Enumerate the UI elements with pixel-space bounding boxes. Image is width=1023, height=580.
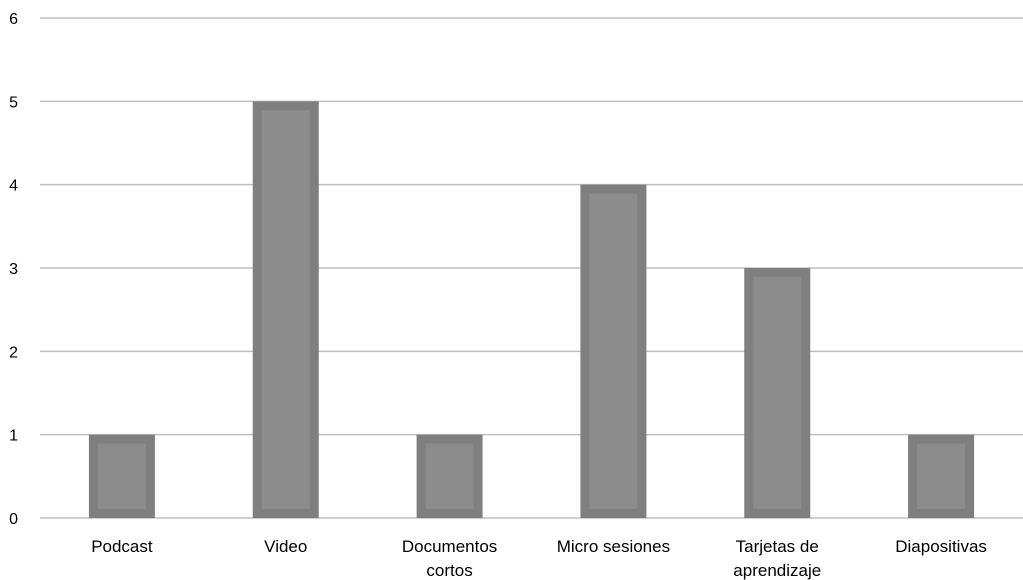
bar-inner	[261, 110, 310, 509]
bar	[416, 434, 483, 518]
bar	[744, 268, 811, 518]
x-category-label: Diapositivas	[895, 537, 987, 556]
bar-inner	[589, 193, 638, 509]
y-tick-label: 1	[9, 428, 18, 445]
y-tick-label: 2	[9, 344, 18, 361]
x-category-label: Documentos	[402, 537, 497, 556]
bar-inner	[917, 443, 966, 509]
bar	[580, 184, 647, 518]
y-tick-label: 0	[9, 511, 18, 528]
bar-inner	[425, 443, 474, 509]
y-tick-label: 3	[9, 261, 18, 278]
bars	[88, 101, 975, 518]
x-category-label: Micro sesiones	[557, 537, 670, 556]
x-category-label: cortos	[426, 561, 472, 580]
x-category-label: Podcast	[91, 537, 153, 556]
gridlines	[40, 17, 1023, 519]
x-category-label: Tarjetas de	[736, 537, 819, 556]
bar-inner	[97, 443, 146, 509]
x-category-label: aprendizaje	[733, 561, 821, 580]
y-axis-tick-labels: 0 1 2 3 4 5 6	[9, 11, 18, 528]
bar	[88, 434, 155, 518]
y-tick-label: 5	[9, 94, 18, 111]
bar-inner	[753, 277, 802, 509]
bar	[252, 101, 319, 518]
y-tick-label: 4	[9, 178, 18, 195]
y-tick-label: 6	[9, 11, 18, 28]
bar	[908, 434, 975, 518]
x-category-label: Video	[264, 537, 307, 556]
x-axis-category-labels: Podcast Video Documentos cortos Micro sesion…	[91, 537, 987, 580]
